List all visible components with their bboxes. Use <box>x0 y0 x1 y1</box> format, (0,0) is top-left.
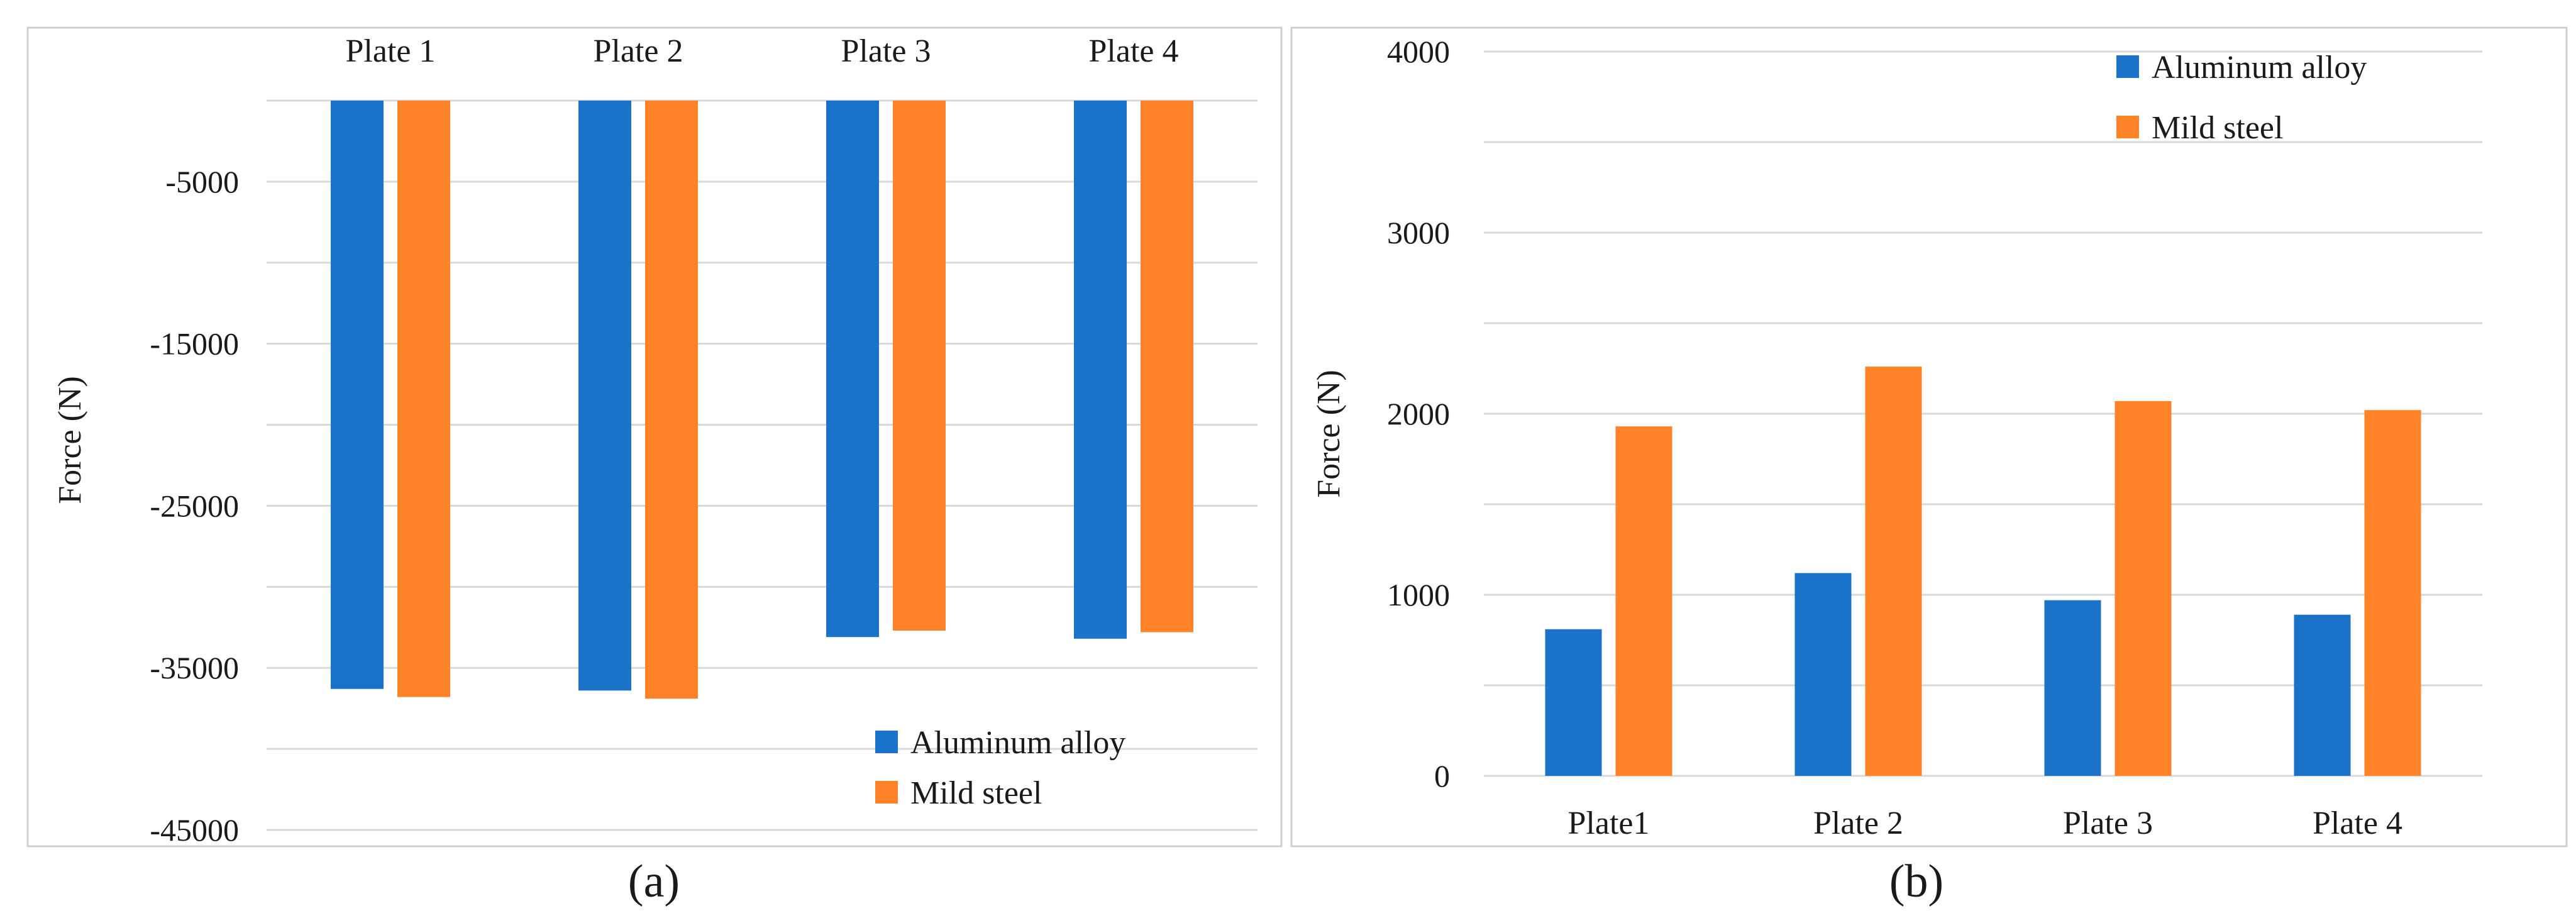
x-tick-label: Plate 3 <box>2063 805 2153 841</box>
chart-b-panel-label: (b) <box>1889 856 1943 907</box>
bar-aluminum-plate2 <box>1794 573 1852 776</box>
y-tick-label: 3000 <box>1387 215 1450 250</box>
chart-b-y-ticks: 0 1000 2000 3000 4000 <box>1387 34 1450 793</box>
x-tick-label: Plate 2 <box>1813 805 1903 841</box>
y-tick-label: 1000 <box>1387 577 1450 612</box>
bar-aluminum-plate4 <box>2294 614 2351 776</box>
legend-swatch-aluminum <box>875 731 898 753</box>
legend-swatch-aluminum <box>2116 55 2139 78</box>
chart-a-legend: Aluminum alloy Mild steel <box>875 725 1125 811</box>
bar-aluminum-plate1 <box>1545 629 1602 776</box>
chart-a-bars <box>331 101 1193 699</box>
y-tick-label: 0 <box>1434 758 1450 793</box>
x-tick-label: Plate 1 <box>346 33 436 69</box>
legend-label-aluminum: Aluminum alloy <box>2152 50 2367 86</box>
legend-label-steel: Mild steel <box>2152 110 2283 146</box>
chart-panel-a: -5000 -15000 -25000 -35000 -45000 Plate 1 Pla… <box>0 0 1283 923</box>
legend-label-aluminum: Aluminum alloy <box>910 725 1125 761</box>
x-tick-label: Plate 4 <box>2313 805 2402 841</box>
bar-steel-plate3 <box>2114 401 2172 776</box>
y-tick-label: -45000 <box>150 812 239 848</box>
chart-a-x-ticks: Plate 1 Plate 2 Plate 3 Plate 4 <box>346 33 1179 69</box>
y-tick-label: 2000 <box>1387 396 1450 431</box>
chart-panel-b: 0 1000 2000 3000 4000 Plate1 Plate 2 Plate 3 Pl… <box>1288 0 2570 923</box>
bar-steel-plate2 <box>645 101 698 699</box>
y-tick-label: -5000 <box>165 164 239 199</box>
chart-b-bars <box>1545 367 2421 776</box>
bar-aluminum-plate3 <box>826 101 879 638</box>
chart-a-y-ticks: -5000 -15000 -25000 -35000 -45000 <box>150 164 239 848</box>
bar-steel-plate3 <box>893 101 946 631</box>
y-tick-label: -25000 <box>150 488 239 523</box>
chart-b-ylabel: Force (N) <box>1311 370 1347 498</box>
x-tick-label: Plate1 <box>1568 805 1650 841</box>
legend-swatch-steel <box>2116 116 2139 138</box>
bar-steel-plate4 <box>2364 410 2421 776</box>
x-tick-label: Plate 3 <box>841 33 931 69</box>
chart-a: -5000-15000-25000-35000-45000 Plate 1 Pla… <box>26 26 1283 907</box>
bar-steel-plate4 <box>1141 101 1193 633</box>
y-tick-label: -15000 <box>150 326 239 362</box>
chart-b-legend: Aluminum alloy Mild steel <box>2116 50 2367 146</box>
chart-a-panel-label: (a) <box>628 856 680 907</box>
bar-aluminum-plate4 <box>1074 101 1127 639</box>
bar-aluminum-plate3 <box>2044 600 2101 776</box>
chart-b-x-ticks: Plate1 Plate 2 Plate 3 Plate 4 <box>1568 805 2402 841</box>
bar-steel-plate2 <box>1865 367 1922 776</box>
bar-steel-plate1 <box>1615 426 1672 776</box>
chart-b-frame <box>1290 26 2568 848</box>
bar-steel-plate1 <box>397 101 450 697</box>
bar-aluminum-plate2 <box>578 101 631 691</box>
y-tick-label: 4000 <box>1387 34 1450 69</box>
chart-a-ylabel: Force (N) <box>52 376 88 504</box>
bar-aluminum-plate1 <box>331 101 384 689</box>
legend-swatch-steel <box>875 781 898 804</box>
x-tick-label: Plate 2 <box>594 33 683 69</box>
x-tick-label: Plate 4 <box>1089 33 1179 69</box>
legend-label-steel: Mild steel <box>910 775 1042 811</box>
y-tick-label: -35000 <box>150 650 239 685</box>
